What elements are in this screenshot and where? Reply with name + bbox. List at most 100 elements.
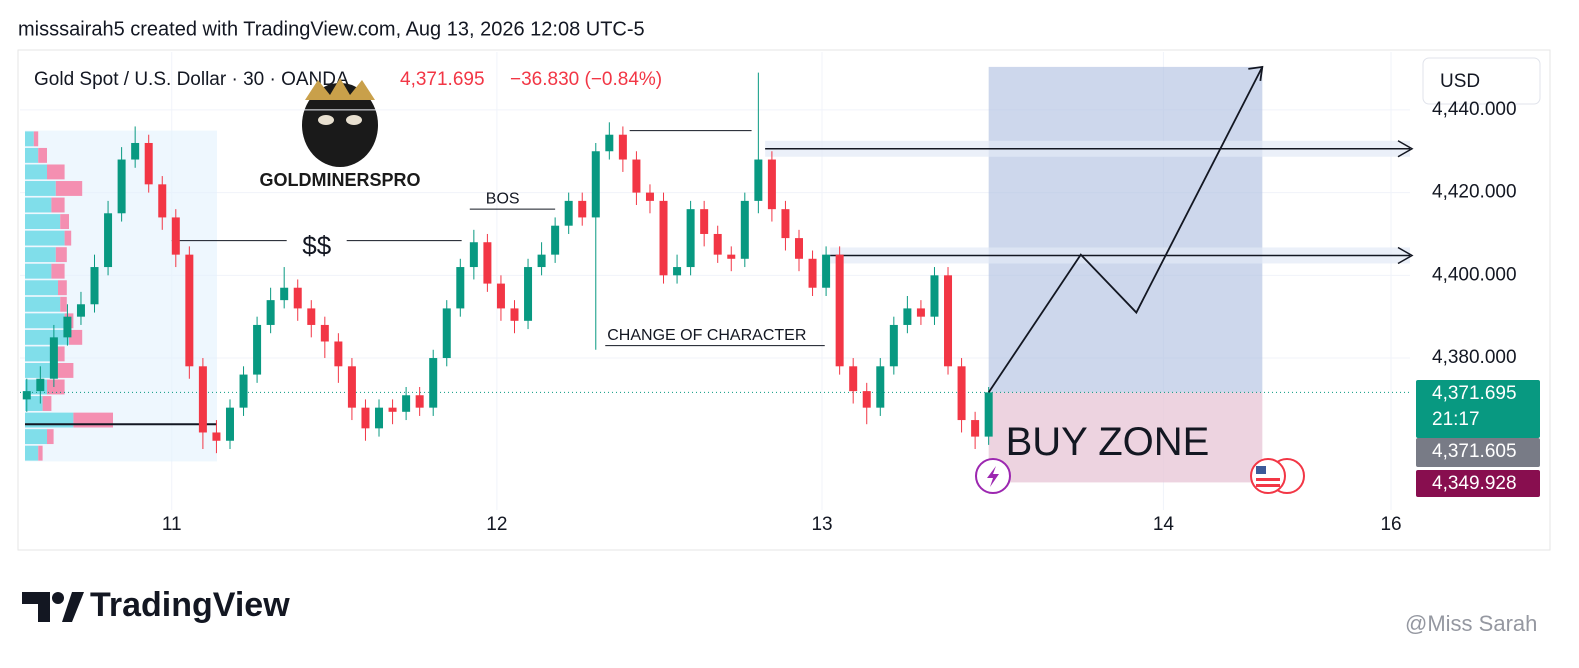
event-bolt bbox=[987, 466, 999, 487]
candle-body bbox=[944, 275, 953, 367]
profile-down bbox=[42, 396, 52, 411]
logo: GOLDMINERSPRO bbox=[259, 78, 421, 190]
currency-box[interactable] bbox=[1422, 57, 1541, 105]
last-price: 4,371.695 bbox=[400, 69, 485, 90]
candle-body bbox=[700, 209, 709, 234]
candle-body bbox=[171, 217, 180, 255]
profile-down bbox=[47, 379, 65, 395]
candle-body bbox=[713, 233, 722, 255]
candle-body bbox=[239, 374, 248, 408]
candle-body bbox=[320, 324, 329, 342]
profile-up bbox=[25, 214, 61, 230]
candle-body bbox=[564, 200, 573, 226]
flag-icons[interactable] bbox=[1250, 458, 1305, 494]
profile-up bbox=[25, 362, 52, 378]
profile-up bbox=[25, 429, 47, 445]
candle-body bbox=[496, 283, 505, 309]
tv-logo bbox=[22, 592, 84, 622]
candle-body bbox=[212, 432, 221, 441]
header: misssairah5 created with TradingView.com… bbox=[18, 18, 645, 40]
candle-body bbox=[253, 324, 262, 375]
profile-up bbox=[25, 197, 52, 213]
candle-body bbox=[63, 316, 72, 338]
watermark: @Miss Sarah bbox=[1405, 611, 1537, 636]
candle-body bbox=[754, 159, 763, 201]
candle-body bbox=[293, 287, 302, 309]
candle-body bbox=[808, 258, 817, 288]
candle-body bbox=[822, 254, 831, 288]
projection-arrow bbox=[1248, 65, 1264, 82]
y-tick-label: 4,440.000 bbox=[1432, 99, 1517, 120]
candle-body bbox=[876, 366, 885, 408]
candle-body bbox=[903, 308, 912, 325]
candle-body bbox=[673, 267, 682, 276]
y-tick-label: 4,400.000 bbox=[1432, 264, 1517, 285]
candle-body bbox=[375, 407, 384, 429]
y-tick-label: 4,420.000 bbox=[1432, 182, 1517, 203]
candle-body bbox=[415, 395, 424, 408]
profile-up bbox=[25, 313, 65, 329]
profile-up bbox=[25, 346, 56, 362]
candle-body bbox=[429, 358, 438, 408]
candle-body bbox=[185, 254, 194, 367]
candle-body bbox=[117, 159, 126, 214]
zone-label: BUY ZONE bbox=[1006, 420, 1210, 464]
candle-body bbox=[794, 238, 803, 259]
candle-body bbox=[198, 366, 207, 433]
ray-arrow bbox=[1397, 246, 1414, 265]
candle-body bbox=[781, 209, 790, 239]
candle-body bbox=[591, 151, 600, 218]
candle-body bbox=[266, 300, 275, 325]
candle-body bbox=[361, 407, 370, 429]
candle-body bbox=[849, 366, 858, 392]
chart-title: Gold Spot / U.S. Dollar · 30 · OANDA bbox=[34, 69, 349, 90]
x-tick-label: 11 bbox=[162, 514, 182, 535]
price-label: 4,349.928 bbox=[1432, 473, 1517, 494]
stop-zone bbox=[988, 392, 1263, 483]
candle-body bbox=[930, 275, 939, 317]
candle-body bbox=[469, 242, 478, 268]
price-label-box bbox=[1416, 380, 1540, 438]
candle-body bbox=[862, 391, 871, 408]
candle-body bbox=[90, 267, 99, 305]
profile-down bbox=[60, 214, 69, 230]
candle-body bbox=[347, 366, 356, 408]
profile-up bbox=[25, 181, 56, 196]
price-label: 4,371.605 bbox=[1432, 441, 1517, 462]
profile-down bbox=[38, 445, 43, 461]
price-change: −36.830 (−0.84%) bbox=[510, 69, 662, 90]
logo-text: GOLDMINERSPRO bbox=[259, 170, 420, 190]
candle-body bbox=[957, 366, 966, 421]
candle-body bbox=[442, 308, 451, 359]
candle-body bbox=[307, 308, 316, 325]
candle-body bbox=[605, 134, 614, 152]
profile-down bbox=[73, 412, 113, 428]
candle-body bbox=[835, 254, 844, 367]
candle-body bbox=[916, 308, 925, 317]
candle-body bbox=[767, 159, 776, 210]
annotation: $$ bbox=[302, 230, 331, 260]
candle-body bbox=[659, 200, 668, 276]
currency: USD bbox=[1440, 71, 1480, 92]
candle-body bbox=[483, 242, 492, 284]
projection bbox=[987, 66, 1264, 393]
profile-up bbox=[25, 329, 69, 345]
candle-body bbox=[524, 267, 533, 321]
price-label-box bbox=[1416, 470, 1540, 497]
price-label: 4,371.695 bbox=[1432, 383, 1517, 404]
x-tick-label: 16 bbox=[1380, 514, 1401, 535]
profile-up bbox=[25, 147, 39, 163]
chart-frame bbox=[17, 49, 1551, 551]
profile-up bbox=[25, 164, 47, 180]
x-tick-label: 14 bbox=[1153, 514, 1175, 535]
y-tick-label: 4,380.000 bbox=[1432, 347, 1517, 368]
candle-body bbox=[510, 308, 519, 321]
profile-up bbox=[25, 131, 34, 147]
x-tick-label: 13 bbox=[811, 514, 832, 535]
profile-down bbox=[51, 197, 65, 213]
brand: TradingView bbox=[90, 586, 290, 624]
candle-body bbox=[388, 407, 397, 412]
candle-body bbox=[131, 142, 140, 160]
profile-up bbox=[25, 263, 52, 279]
